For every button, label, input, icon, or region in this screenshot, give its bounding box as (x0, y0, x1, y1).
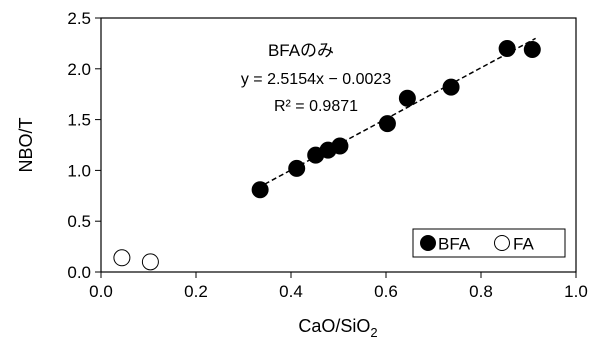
x-tick-label: 0.0 (89, 282, 113, 301)
y-tick-label: 1.5 (67, 111, 91, 130)
x-tick-label: 0.6 (374, 282, 398, 301)
y-tick-label: 1.0 (67, 161, 91, 180)
legend-label-bfa: BFA (438, 235, 471, 254)
y-tick-label: 0.5 (67, 212, 91, 231)
legend-marker-bfa (420, 235, 436, 251)
y-axis: 0.0 0.5 1.0 1.5 2.0 2.5 (67, 9, 101, 282)
y-axis-label: NBO/T (16, 117, 36, 172)
plot-area (100, 17, 577, 273)
fa-data-point (141, 253, 159, 271)
bfa-data-point (288, 159, 306, 177)
x-tick-label: 1.0 (564, 282, 588, 301)
legend-label-fa: FA (513, 235, 534, 254)
y-tick-label: 0.0 (67, 263, 91, 282)
bfa-data-point (523, 40, 541, 58)
data-points (113, 39, 541, 271)
legend: BFA FA (412, 228, 566, 258)
fa-data-point (113, 249, 131, 267)
trendline (257, 37, 536, 189)
legend-marker-fa (494, 235, 510, 251)
bfa-data-point (251, 181, 269, 199)
legend-box (412, 228, 566, 258)
annotation-r2: R² = 0.9871 (274, 98, 358, 115)
x-axis-label-subscript: 2 (370, 325, 377, 340)
bfa-data-point (498, 39, 516, 57)
x-axis-label: CaO/SiO2 (298, 316, 377, 340)
annotation-equation: y = 2.5154x − 0.0023 (241, 71, 391, 88)
y-tick-label: 2.0 (67, 60, 91, 79)
annotation-title: BFAのみ (268, 41, 334, 60)
bfa-data-point (331, 137, 349, 155)
y-tick-label: 2.5 (67, 9, 91, 28)
bfa-data-point (442, 78, 460, 96)
x-tick-label: 0.4 (279, 282, 303, 301)
bfa-data-point (398, 89, 416, 107)
x-tick-label: 0.8 (469, 282, 493, 301)
x-axis: 0.0 0.2 0.4 0.6 0.8 1.0 (89, 272, 588, 301)
bfa-data-point (378, 115, 396, 133)
x-tick-label: 0.2 (184, 282, 208, 301)
